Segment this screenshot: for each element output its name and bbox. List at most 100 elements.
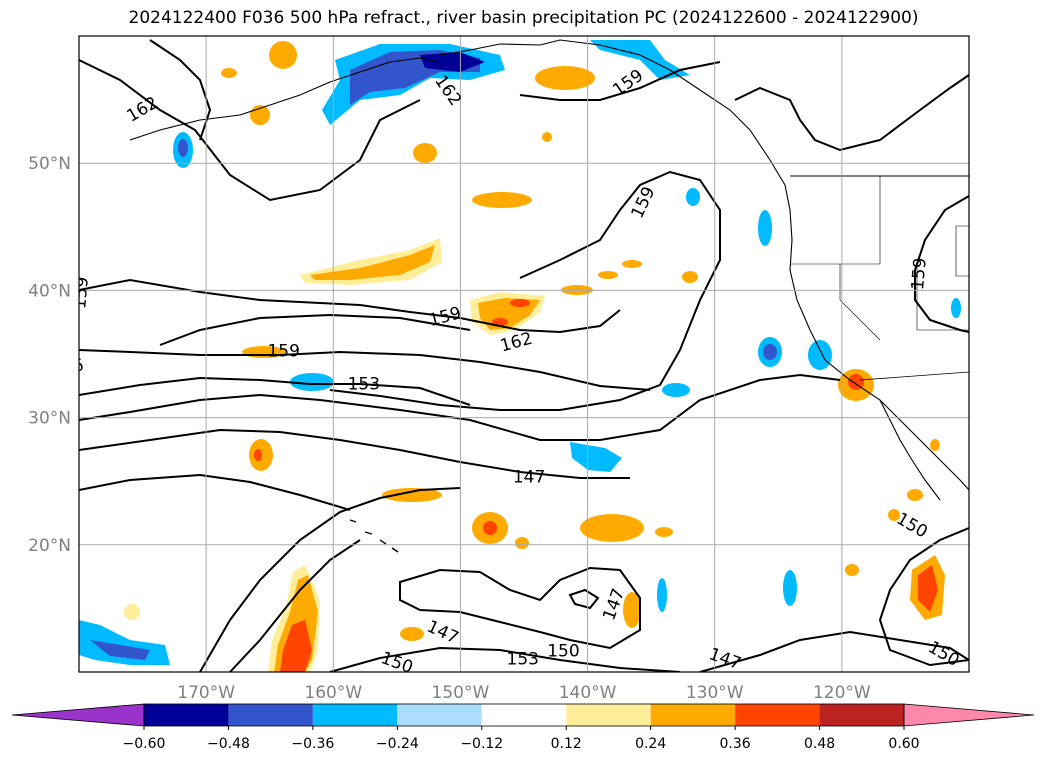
colorbar-tick-label: −0.48 — [207, 736, 250, 752]
map-frame — [78, 35, 970, 673]
precip-positive-patch — [221, 68, 237, 78]
precip-positive-patch — [907, 489, 923, 501]
precip-negative-patch — [178, 139, 188, 157]
colorbar-tick-label: 0.12 — [551, 736, 582, 752]
colorbar-tick-label: 0.24 — [635, 736, 666, 752]
colorbar: −0.60 −0.48 −0.36 −0.24 −0.12 0.12 0.24 0.36 0.4… — [11, 703, 1035, 752]
precip-negative-patch — [570, 442, 622, 472]
coastline-hawaii — [349, 519, 399, 553]
colorbar-border — [143, 703, 905, 727]
precip-positive-patch — [483, 521, 497, 535]
colorbar-segment — [228, 704, 313, 726]
height-contours — [79, 39, 969, 672]
precip-negative-patch — [662, 383, 690, 397]
contour-label: 147 — [513, 467, 545, 487]
precip-positive-patch — [310, 245, 435, 280]
colorbar-tick-label: −0.60 — [123, 736, 166, 752]
contour-label: 153 — [348, 375, 380, 395]
precip-negative-patch — [783, 570, 797, 606]
precip-negative-patch — [90, 640, 150, 660]
precip-positive-patch — [598, 271, 618, 279]
contour-162-north — [149, 39, 212, 141]
precip-negative-patch — [290, 373, 334, 391]
precip-negative-patch — [590, 40, 690, 80]
map-title: 2024122400 F036 500 hPa refract., river … — [128, 8, 919, 28]
precip-positive-patch — [622, 260, 642, 268]
precip-positive-patch — [515, 537, 529, 549]
contour-label: 156 — [50, 355, 85, 380]
contour-150-se — [878, 527, 969, 667]
contour-150-south — [199, 487, 461, 672]
coastline-baja — [879, 399, 941, 501]
lon-label: 130°W — [686, 683, 744, 703]
latitude-labels: 20°N 30°N 40°N 50°N — [28, 154, 71, 556]
colorbar-tick-label: −0.24 — [376, 736, 419, 752]
colorbar-tick-label: 0.48 — [804, 736, 835, 752]
coastline-alaska — [439, 39, 786, 186]
precip-positive-patch — [510, 299, 530, 307]
precip-positive-patch — [845, 564, 859, 576]
precip-negative-patch — [951, 298, 961, 318]
lat-label: 30°N — [28, 409, 71, 429]
precip-positive-patch — [535, 66, 595, 90]
contour-us-upper — [734, 74, 969, 152]
precip-shading — [79, 40, 961, 672]
coastline-aleutians — [129, 57, 441, 141]
contour-156 — [79, 349, 651, 391]
lon-label: 140°W — [559, 683, 617, 703]
state-borders — [790, 176, 969, 341]
precip-positive-patch — [655, 527, 673, 537]
precip-negative-patch — [686, 188, 700, 206]
contour-label: 150 — [547, 642, 579, 662]
precip-negative-patch — [808, 340, 832, 370]
contour-147-south — [79, 473, 351, 511]
precip-positive-patch — [124, 604, 140, 620]
lon-label: 160°W — [304, 683, 362, 703]
precip-negative-patch — [763, 344, 777, 360]
longitude-labels: 170°W 160°W 150°W 140°W 130°W 120°W — [177, 683, 871, 703]
precip-negative-patch — [657, 578, 667, 612]
precip-positive-patch — [382, 488, 442, 502]
precip-negative-patch — [758, 210, 772, 246]
precip-positive-patch — [413, 143, 437, 163]
colorbar-tick-label: 0.60 — [888, 736, 919, 752]
contour-153 — [79, 376, 471, 406]
contour-label: 159 — [267, 341, 299, 361]
precip-positive-patch — [623, 592, 641, 628]
contour-147 — [79, 428, 630, 479]
lon-label: 170°W — [177, 683, 235, 703]
colorbar-segment — [312, 704, 398, 726]
colorbar-segment — [819, 704, 904, 726]
contour-150 — [79, 373, 841, 441]
colorbar-extend-high — [903, 703, 1035, 727]
precip-positive-patch — [580, 514, 644, 542]
contour-label: 153 — [507, 649, 539, 669]
precip-positive-patch — [280, 620, 312, 672]
contour-147-se — [699, 630, 969, 672]
lat-label: 40°N — [28, 281, 71, 301]
precip-positive-patch — [269, 41, 297, 69]
colorbar-segment — [650, 704, 736, 726]
contour-label: 159 — [70, 276, 93, 310]
precip-positive-patch — [930, 439, 940, 451]
coastline-west-coast — [784, 184, 969, 491]
precip-positive-patch — [492, 318, 508, 326]
precip-positive-patch — [542, 132, 552, 142]
contour-159-us — [914, 195, 969, 333]
contour-150-east — [229, 539, 361, 672]
colorbar-tick-label: 0.36 — [720, 736, 751, 752]
precip-positive-patch — [682, 271, 698, 283]
precip-positive-patch — [848, 374, 864, 390]
contour-153-south — [329, 646, 681, 672]
precip-positive-patch — [254, 449, 262, 461]
colorbar-extend-low — [11, 703, 145, 727]
gridlines — [79, 36, 969, 672]
colorbar-segment — [397, 704, 482, 726]
precip-positive-patch — [472, 192, 532, 208]
colorbar-tick-label: −0.12 — [460, 736, 503, 752]
contour-label: 150 — [0, 397, 8, 422]
contour-147-loop — [399, 566, 641, 650]
contour-159-loop — [159, 313, 471, 346]
coastlines — [129, 39, 969, 553]
contour-label: 159 — [908, 257, 931, 291]
